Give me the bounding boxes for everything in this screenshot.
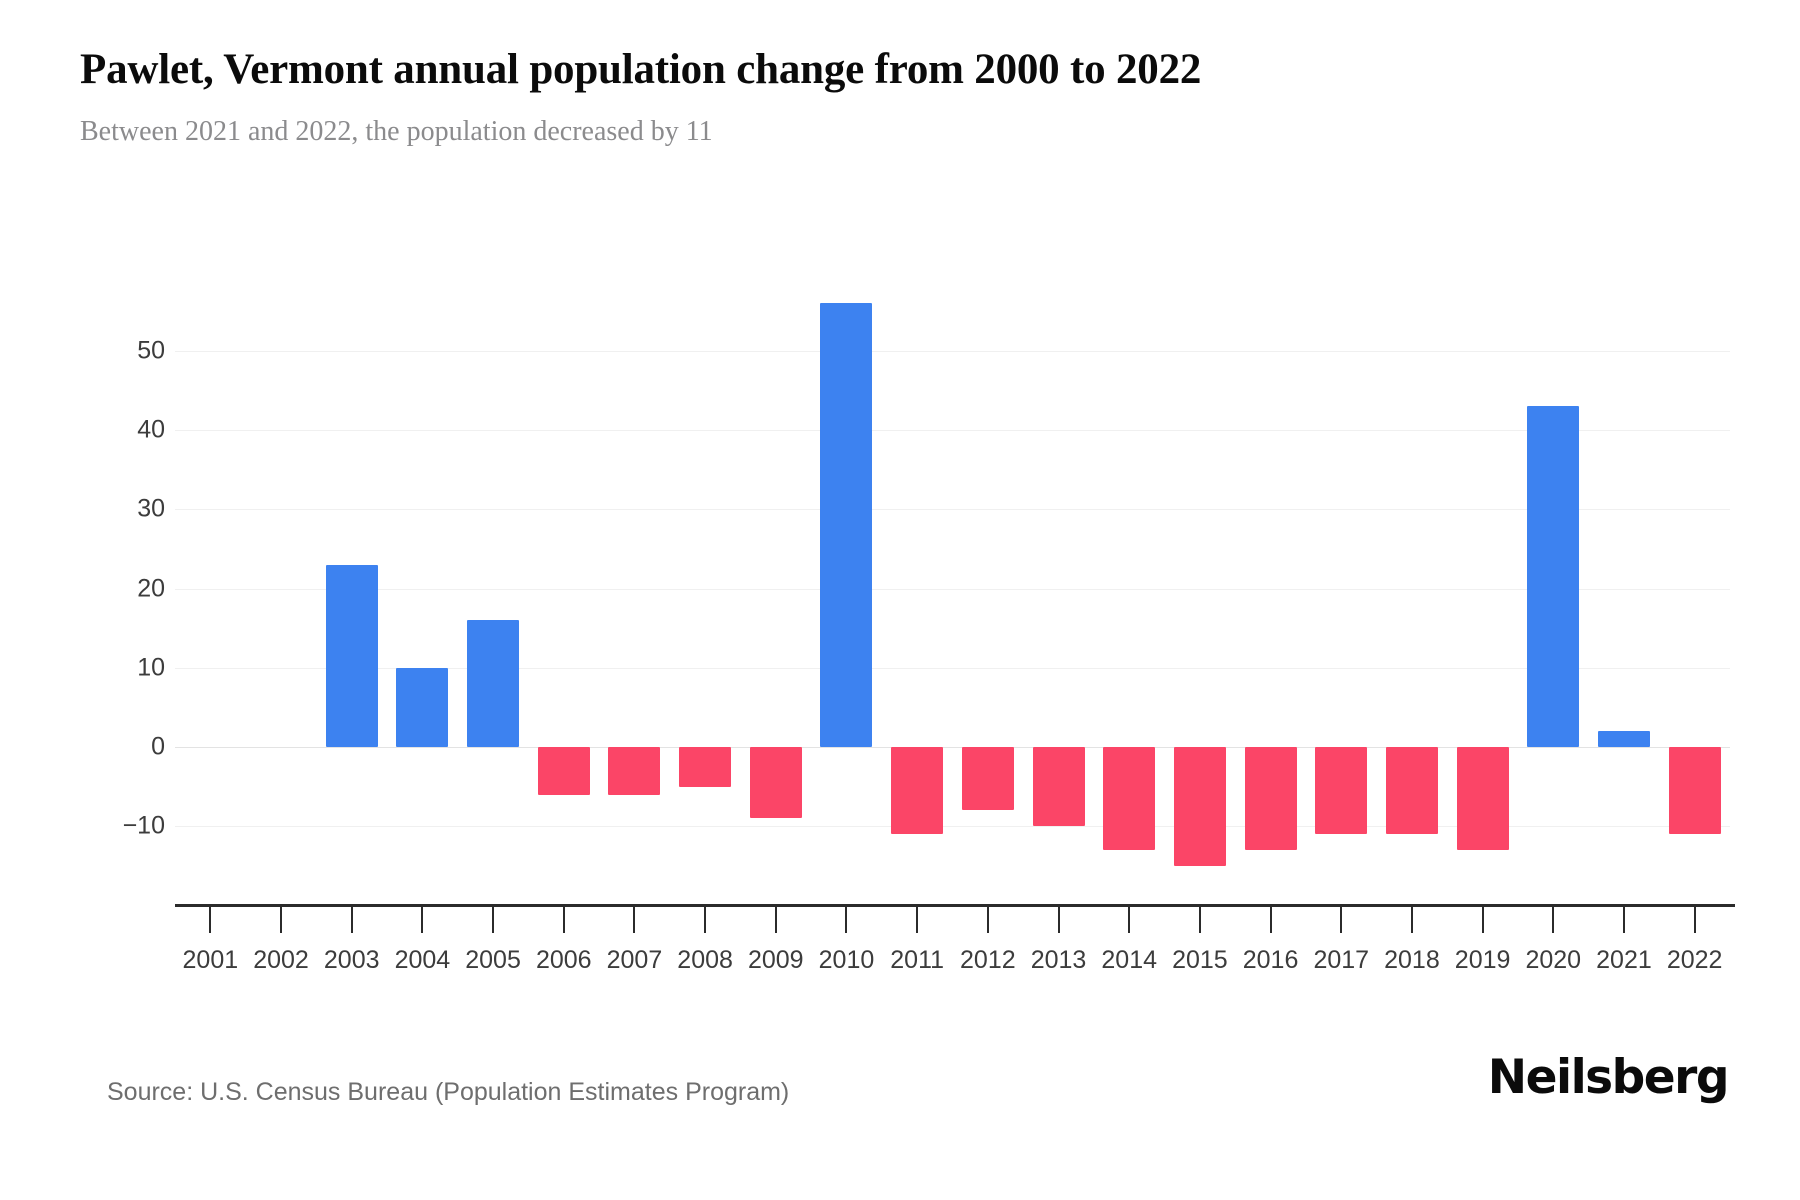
x-axis-tick-label-2015: 2015 xyxy=(1172,946,1228,974)
brand-logo: Neilsberg xyxy=(1487,1050,1730,1105)
y-axis-tick-label: 50 xyxy=(137,336,165,365)
bar-2005[interactable] xyxy=(467,620,520,747)
x-axis-tick-label-2014: 2014 xyxy=(1101,946,1158,974)
x-axis-tick-label-2016: 2016 xyxy=(1242,946,1299,974)
page-title: Pawlet, Vermont annual population change… xyxy=(80,46,1202,93)
x-axis-tick-label-2005: 2005 xyxy=(465,946,521,974)
x-axis-tick xyxy=(916,905,919,933)
bar-2008[interactable] xyxy=(679,747,732,787)
gridline-40 xyxy=(175,430,1730,432)
bar-2007[interactable] xyxy=(608,747,661,795)
x-axis-tick-label-2003: 2003 xyxy=(323,946,380,974)
x-axis-tick-label-2001: 2001 xyxy=(182,946,239,974)
gridline-30 xyxy=(175,509,1730,511)
x-axis-tick xyxy=(1057,905,1060,933)
bar-2012[interactable] xyxy=(961,747,1014,811)
source-note: Source: U.S. Census Bureau (Population E… xyxy=(107,1078,790,1106)
x-axis-tick xyxy=(209,905,212,933)
bar-2022[interactable] xyxy=(1668,747,1721,835)
x-axis-tick xyxy=(1552,905,1555,933)
gridline-0 xyxy=(175,747,1730,748)
x-axis-tick xyxy=(280,905,283,933)
chart-subtitle: Between 2021 and 2022, the population de… xyxy=(80,116,713,148)
x-axis-tick xyxy=(1340,905,1343,933)
bar-2009[interactable] xyxy=(749,747,802,819)
x-axis-tick-label-2019: 2019 xyxy=(1454,946,1511,974)
x-axis-tick xyxy=(1693,905,1696,933)
y-axis-tick-label: 20 xyxy=(137,574,165,603)
bar-2015[interactable] xyxy=(1173,747,1226,866)
bar-2011[interactable] xyxy=(891,747,944,835)
bar-2014[interactable] xyxy=(1103,747,1156,850)
y-axis-tick-label: 0 xyxy=(151,732,165,761)
bar-2006[interactable] xyxy=(537,747,590,795)
bar-2017[interactable] xyxy=(1315,747,1368,835)
x-axis-tick-label-2004: 2004 xyxy=(394,946,451,974)
gridline-50 xyxy=(175,351,1730,352)
x-axis-tick xyxy=(1269,905,1272,933)
bar-2016[interactable] xyxy=(1244,747,1297,850)
bar-2004[interactable] xyxy=(396,667,449,747)
gridline--10 xyxy=(175,826,1730,828)
bar-2020[interactable] xyxy=(1527,406,1580,747)
x-axis-tick xyxy=(562,905,565,933)
bar-2018[interactable] xyxy=(1385,747,1438,835)
x-axis-tick-label-2009: 2009 xyxy=(747,946,804,974)
x-axis-line xyxy=(175,904,1735,907)
x-axis-tick-label-2021: 2021 xyxy=(1596,946,1652,974)
x-axis-tick-label-2017: 2017 xyxy=(1313,946,1370,974)
x-axis-tick-label-2020: 2020 xyxy=(1525,946,1582,974)
x-axis-tick xyxy=(1481,905,1484,933)
x-axis-tick xyxy=(845,905,848,933)
y-axis-tick-label: −10 xyxy=(122,811,165,840)
x-axis-tick xyxy=(986,905,989,933)
y-axis-tick-label: 40 xyxy=(137,415,165,444)
x-axis-tick-label-2018: 2018 xyxy=(1384,946,1440,974)
x-axis-tick-label-2007: 2007 xyxy=(606,946,663,974)
x-axis-tick-label-2008: 2008 xyxy=(677,946,733,974)
chart-header: Pawlet, Vermont annual population change… xyxy=(80,46,1720,149)
x-axis-tick-label-2010: 2010 xyxy=(818,946,875,974)
x-axis-tick-label-2011: 2011 xyxy=(890,946,945,974)
x-axis-tick xyxy=(1128,905,1131,933)
x-axis-tick xyxy=(633,905,636,933)
x-axis-tick-label-2022: 2022 xyxy=(1666,946,1723,974)
x-axis-tick xyxy=(1410,905,1413,933)
gridline-20 xyxy=(175,588,1730,590)
x-axis-tick-label-2013: 2013 xyxy=(1030,946,1087,974)
x-axis-tick xyxy=(421,905,424,933)
bar-2010[interactable] xyxy=(820,303,873,747)
x-axis-tick xyxy=(774,905,777,933)
x-axis-tick xyxy=(492,905,495,933)
x-axis-tick xyxy=(1198,905,1201,933)
x-axis-tick-label-2002: 2002 xyxy=(253,946,309,974)
x-axis-tick-label-2006: 2006 xyxy=(535,946,592,974)
bar-2019[interactable] xyxy=(1456,747,1509,850)
x-axis-tick xyxy=(1622,905,1625,933)
gridline-10 xyxy=(175,667,1730,669)
x-axis-tick xyxy=(350,905,353,933)
bar-2021[interactable] xyxy=(1597,731,1650,747)
y-axis-tick-label: 10 xyxy=(137,653,165,682)
bar-2013[interactable] xyxy=(1032,747,1085,827)
x-axis-tick-label-2012: 2012 xyxy=(960,946,1016,974)
bar-2003[interactable] xyxy=(325,564,378,747)
x-axis-tick xyxy=(704,905,707,933)
y-axis-tick-label: 30 xyxy=(137,494,165,523)
